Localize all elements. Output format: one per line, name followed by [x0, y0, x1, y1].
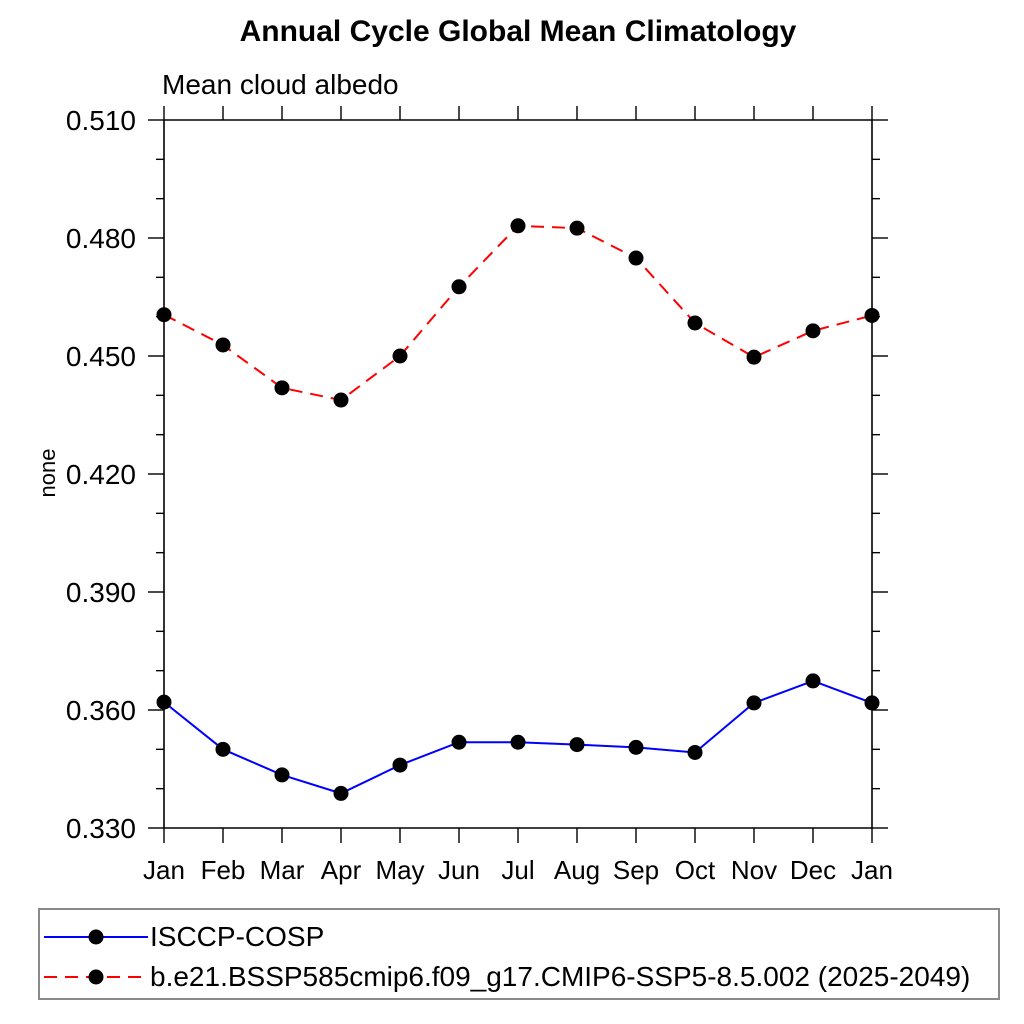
x-tick-label: Oct — [675, 855, 716, 885]
y-tick-label: 0.510 — [66, 105, 136, 136]
data-point — [746, 349, 762, 365]
x-tick-label: Nov — [731, 855, 777, 885]
data-point — [451, 279, 467, 295]
y-tick-label: 0.450 — [66, 341, 136, 372]
legend-label: ISCCP-COSP — [150, 921, 325, 952]
legend-item-model: b.e21.BSSP585cmip6.f09_g17.CMIP6-SSP5-8.… — [42, 957, 998, 997]
legend-line-sample-dashed — [44, 969, 148, 985]
legend: ISCCP-COSP b.e21.BSSP585cmip6.f09_g17.CM… — [38, 908, 1000, 1000]
series-line-1 — [163, 224, 873, 402]
data-point — [156, 307, 172, 323]
data-point — [215, 741, 231, 757]
data-point — [274, 380, 290, 396]
y-tick-label: 0.390 — [66, 577, 136, 608]
data-point — [864, 695, 880, 711]
data-point — [805, 673, 821, 689]
data-point — [687, 744, 703, 760]
chart-subtitle: Mean cloud albedo — [162, 69, 399, 100]
x-tick-label: Jan — [143, 855, 185, 885]
y-tick-label: 0.480 — [66, 223, 136, 254]
legend-item-isccp: ISCCP-COSP — [42, 917, 998, 957]
x-tick-label: Jan — [851, 855, 893, 885]
legend-sample-marker — [88, 969, 104, 985]
x-tick-label: Jul — [501, 855, 534, 885]
y-tick-label: 0.420 — [66, 459, 136, 490]
data-point — [274, 767, 290, 783]
x-tick-label: Apr — [321, 855, 362, 885]
x-tick-label: Aug — [554, 855, 600, 885]
legend-line-sample-solid — [44, 929, 148, 945]
data-point — [156, 694, 172, 710]
data-point — [628, 250, 644, 266]
data-point — [864, 307, 880, 323]
data-point — [333, 785, 349, 801]
data-point — [451, 734, 467, 750]
legend-label: b.e21.BSSP585cmip6.f09_g17.CMIP6-SSP5-8.… — [150, 961, 971, 992]
legend-sample-marker — [88, 929, 104, 945]
x-tick-label: Dec — [790, 855, 836, 885]
x-tick-label: May — [375, 855, 424, 885]
data-point — [805, 323, 821, 339]
y-tick-label: 0.360 — [66, 695, 136, 726]
data-point — [569, 220, 585, 236]
data-point — [687, 315, 703, 331]
data-point — [746, 695, 762, 711]
data-point — [510, 734, 526, 750]
x-tick-label: Mar — [260, 855, 305, 885]
data-point — [215, 337, 231, 353]
chart-title: Annual Cycle Global Mean Climatology — [239, 15, 797, 48]
data-point — [628, 739, 644, 755]
data-point — [510, 218, 526, 234]
x-tick-label: Feb — [201, 855, 246, 885]
data-point — [569, 737, 585, 753]
y-tick-label: 0.330 — [66, 813, 136, 844]
data-point — [392, 757, 408, 773]
data-point — [392, 348, 408, 364]
x-tick-label: Sep — [613, 855, 659, 885]
x-tick-label: Jun — [438, 855, 480, 885]
data-point — [333, 392, 349, 408]
